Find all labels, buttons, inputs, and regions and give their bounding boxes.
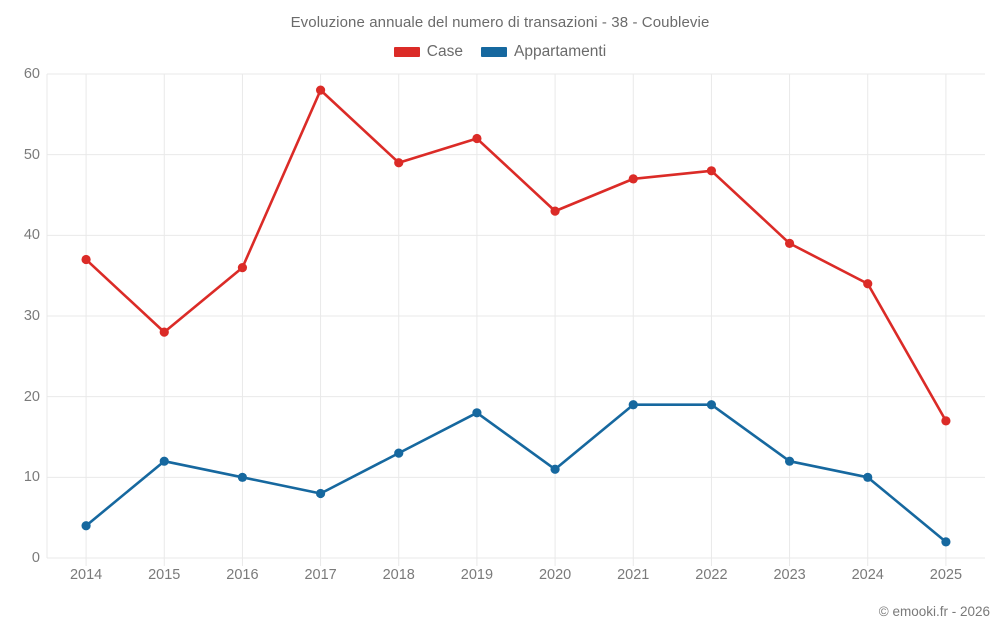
data-point[interactable] [784, 456, 795, 466]
legend-item-appartamenti[interactable]: Appartamenti [480, 43, 607, 61]
data-point[interactable] [472, 408, 482, 418]
data-point[interactable] [550, 464, 560, 474]
y-tick-label: 50 [23, 146, 40, 163]
data-point[interactable] [863, 279, 873, 289]
data-point[interactable] [784, 238, 795, 248]
x-tick-label: 2019 [460, 567, 494, 583]
x-tick-label: 2025 [929, 567, 963, 583]
data-point[interactable] [550, 206, 560, 216]
data-point[interactable] [394, 158, 404, 168]
data-point[interactable] [941, 537, 951, 547]
data-point[interactable] [394, 448, 404, 458]
data-point[interactable] [81, 254, 91, 265]
data-point[interactable] [237, 263, 248, 273]
x-tick-label: 2017 [304, 567, 337, 583]
data-point[interactable] [237, 472, 248, 482]
data-point[interactable] [159, 456, 169, 466]
data-point[interactable] [706, 166, 717, 176]
x-tick-label: 2015 [148, 567, 181, 583]
legend-item-case[interactable]: Case [393, 43, 463, 61]
x-tick-label: 2018 [382, 567, 415, 583]
y-tick-label: 0 [31, 550, 40, 566]
data-point[interactable] [706, 400, 717, 410]
y-axis: 0 10 20 30 40 50 60 [0, 0, 40, 625]
data-point[interactable] [628, 400, 638, 410]
x-tick-label: 2024 [851, 567, 884, 583]
series-line-appartamenti [84, 403, 948, 544]
data-point[interactable] [315, 85, 326, 95]
y-tick-label: 20 [23, 388, 40, 405]
data-point[interactable] [628, 174, 638, 184]
x-tick-label: 2014 [69, 567, 103, 583]
x-tick-label: 2022 [695, 567, 728, 583]
y-tick-label: 30 [23, 308, 40, 324]
legend-label-appartamenti: Appartamenti [513, 43, 607, 60]
data-point[interactable] [941, 416, 951, 426]
x-tick-label: 2021 [617, 567, 650, 583]
x-tick-label: 2016 [226, 567, 259, 583]
data-point[interactable] [81, 521, 91, 531]
y-tick-label: 10 [23, 469, 40, 486]
y-tick-label: 40 [23, 227, 40, 244]
chart-title: Evoluzione annuale del numero di transaz… [290, 14, 710, 31]
y-tick-label: 60 [23, 66, 40, 82]
chart-legend: Case Appartamenti [0, 43, 1000, 61]
data-point[interactable] [472, 133, 482, 144]
x-tick-label: 2023 [773, 567, 806, 583]
legend-swatch-appartamenti [480, 47, 507, 57]
x-tick-label: 2020 [538, 567, 572, 583]
footer-credit: © emooki.fr - 2026 [878, 604, 990, 619]
data-point[interactable] [159, 327, 169, 337]
series-line-case [84, 88, 948, 423]
data-point[interactable] [863, 472, 873, 482]
legend-label-case: Case [426, 43, 463, 60]
data-point[interactable] [315, 488, 326, 499]
legend-swatch-case [393, 47, 420, 57]
